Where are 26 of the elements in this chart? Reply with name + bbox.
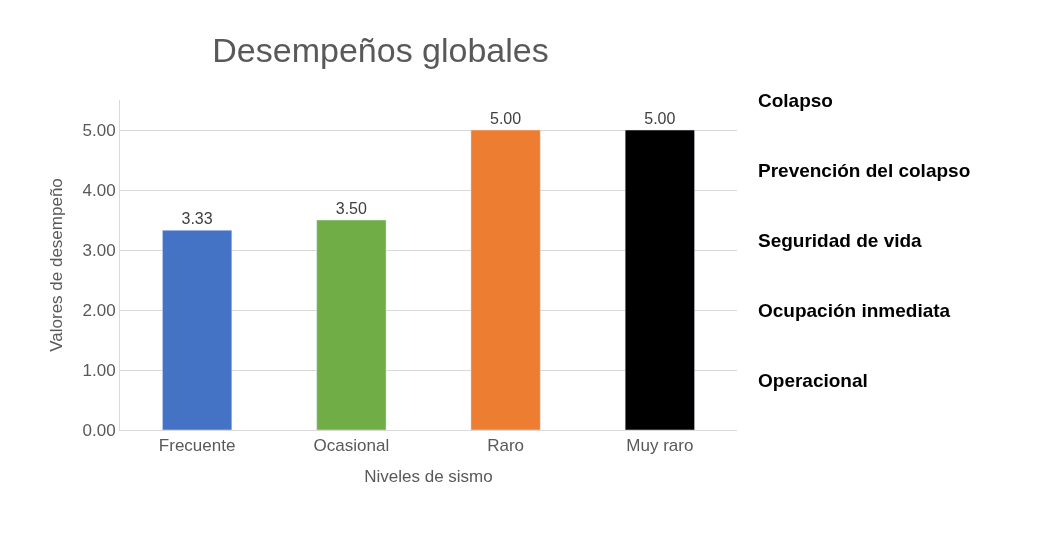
y-tick-label: 3.00: [82, 240, 116, 260]
data-label: 3.50: [335, 200, 367, 217]
text: Seguridad de vida: [758, 230, 923, 251]
x-tick-label: Raro: [487, 436, 525, 456]
x-tick-label: Muy raro: [626, 436, 694, 456]
x-tick-label: Ocasional: [313, 436, 390, 456]
data-label: 5.00: [490, 110, 522, 127]
y-tick-label: 0.00: [82, 420, 116, 440]
y-axis-title: Valores de desempeño: [47, 178, 67, 352]
y-tick-label: 4.00: [82, 180, 116, 200]
data-label: 3.33: [181, 210, 213, 228]
x-tick-label: Frecuente: [158, 436, 236, 456]
text: Operacional: [758, 370, 868, 391]
y-tick-label: 1.00: [82, 360, 116, 380]
bar: [470, 129, 541, 430]
text: Colapso: [758, 90, 833, 111]
data-label: 5.00: [644, 110, 676, 127]
y-tick-label: 5.00: [82, 120, 116, 140]
bar: [316, 219, 387, 430]
bar: [624, 129, 695, 430]
text: Prevención del colapso: [758, 160, 971, 181]
bar: [162, 229, 233, 430]
chart-title: Desempeños globales: [212, 30, 549, 69]
y-tick-label: 2.00: [82, 300, 116, 320]
text: Ocupación inmediata: [758, 300, 951, 321]
x-axis-title: Niveles de sismo: [364, 466, 493, 486]
